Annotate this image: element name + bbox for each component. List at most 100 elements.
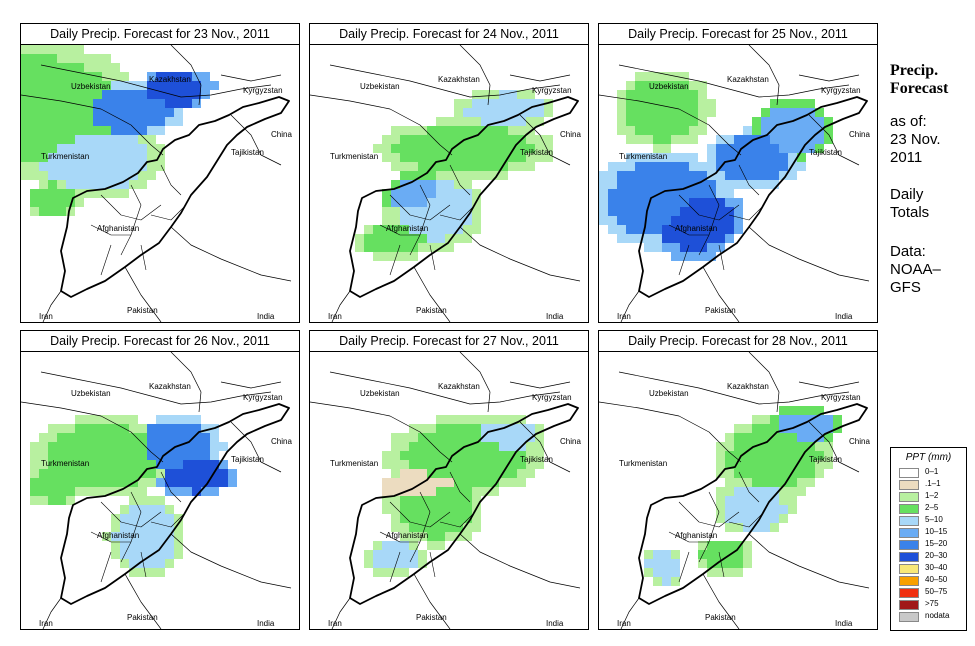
precip-cell bbox=[788, 442, 797, 451]
precip-cell bbox=[508, 108, 517, 117]
precip-cell bbox=[400, 171, 409, 180]
precip-cell bbox=[219, 469, 228, 478]
precip-cell bbox=[165, 460, 174, 469]
legend-swatch bbox=[899, 612, 919, 622]
precip-cell bbox=[725, 568, 734, 577]
precip-cell bbox=[66, 108, 75, 117]
precip-cell bbox=[427, 135, 436, 144]
precip-cell bbox=[102, 451, 111, 460]
precip-cell bbox=[725, 207, 734, 216]
precip-cell bbox=[400, 442, 409, 451]
precip-cell bbox=[156, 532, 165, 541]
precip-cell bbox=[21, 108, 30, 117]
precip-cell bbox=[57, 442, 66, 451]
precip-cell bbox=[156, 559, 165, 568]
legend-label: >75 bbox=[925, 599, 939, 608]
precip-cell bbox=[626, 99, 635, 108]
precip-cell bbox=[716, 541, 725, 550]
precip-cell bbox=[779, 496, 788, 505]
precip-cell bbox=[788, 171, 797, 180]
precip-cell bbox=[30, 63, 39, 72]
precip-cell bbox=[445, 442, 454, 451]
precip-cell bbox=[662, 99, 671, 108]
precip-cell bbox=[84, 162, 93, 171]
precip-cell bbox=[544, 153, 553, 162]
precip-cell bbox=[472, 451, 481, 460]
precip-cell bbox=[66, 433, 75, 442]
precip-cell bbox=[201, 460, 210, 469]
precip-cell bbox=[165, 72, 174, 81]
precip-cell bbox=[707, 189, 716, 198]
precip-cell bbox=[788, 153, 797, 162]
precip-cell bbox=[508, 162, 517, 171]
precip-field bbox=[30, 415, 237, 577]
precip-cell bbox=[138, 90, 147, 99]
precip-cell bbox=[481, 162, 490, 171]
precip-cell bbox=[707, 144, 716, 153]
precip-cell bbox=[111, 469, 120, 478]
side-title-line1: Precip. bbox=[890, 62, 939, 79]
precip-cell bbox=[102, 63, 111, 72]
precip-cell bbox=[48, 487, 57, 496]
precip-cell bbox=[66, 72, 75, 81]
precip-cell bbox=[183, 469, 192, 478]
precip-cell bbox=[472, 162, 481, 171]
precip-cell bbox=[716, 451, 725, 460]
precip-cell bbox=[228, 469, 237, 478]
precip-cell bbox=[120, 487, 129, 496]
precip-cell bbox=[671, 234, 680, 243]
precip-cell bbox=[490, 162, 499, 171]
precip-cell bbox=[120, 514, 129, 523]
precip-cell bbox=[201, 442, 210, 451]
precip-cell bbox=[770, 99, 779, 108]
precip-cell bbox=[653, 126, 662, 135]
precip-cell bbox=[689, 108, 698, 117]
precip-cell bbox=[57, 460, 66, 469]
precip-cell bbox=[382, 496, 391, 505]
precip-cell bbox=[427, 207, 436, 216]
precip-cell bbox=[445, 243, 454, 252]
precip-cell bbox=[472, 90, 481, 99]
precip-cell bbox=[66, 135, 75, 144]
precip-cell bbox=[445, 171, 454, 180]
precip-cell bbox=[734, 424, 743, 433]
side-asof-line1: as of: bbox=[890, 113, 927, 130]
precip-cell bbox=[409, 514, 418, 523]
side-data-line3: GFS bbox=[890, 279, 921, 296]
precip-cell bbox=[815, 144, 824, 153]
precip-cell bbox=[499, 144, 508, 153]
precip-cell bbox=[599, 171, 608, 180]
precip-cell bbox=[48, 424, 57, 433]
precip-cell bbox=[662, 559, 671, 568]
precip-cell bbox=[174, 541, 183, 550]
precip-cell bbox=[156, 144, 165, 153]
precip-cell bbox=[671, 171, 680, 180]
precip-cell bbox=[806, 424, 815, 433]
country-label-afghanistan: Afghanistan bbox=[675, 531, 717, 540]
precip-cell bbox=[806, 144, 815, 153]
precip-cell bbox=[788, 505, 797, 514]
precip-cell bbox=[57, 496, 66, 505]
precip-cell bbox=[689, 126, 698, 135]
precip-cell bbox=[635, 162, 644, 171]
precip-cell bbox=[788, 460, 797, 469]
precip-cell bbox=[382, 198, 391, 207]
precip-cell bbox=[48, 433, 57, 442]
precip-cell bbox=[779, 108, 788, 117]
precip-cell bbox=[57, 424, 66, 433]
precip-cell bbox=[680, 234, 689, 243]
precip-cell bbox=[391, 234, 400, 243]
precip-cell bbox=[21, 171, 30, 180]
precip-cell bbox=[57, 144, 66, 153]
province-border bbox=[389, 501, 451, 528]
precip-cell bbox=[391, 541, 400, 550]
precip-cell bbox=[84, 189, 93, 198]
precip-cell bbox=[156, 469, 165, 478]
precip-cell bbox=[102, 415, 111, 424]
precip-cell bbox=[743, 550, 752, 559]
precip-cell bbox=[30, 451, 39, 460]
precip-cell bbox=[671, 108, 680, 117]
precip-cell bbox=[147, 433, 156, 442]
precip-cell bbox=[66, 126, 75, 135]
precip-cell bbox=[84, 424, 93, 433]
